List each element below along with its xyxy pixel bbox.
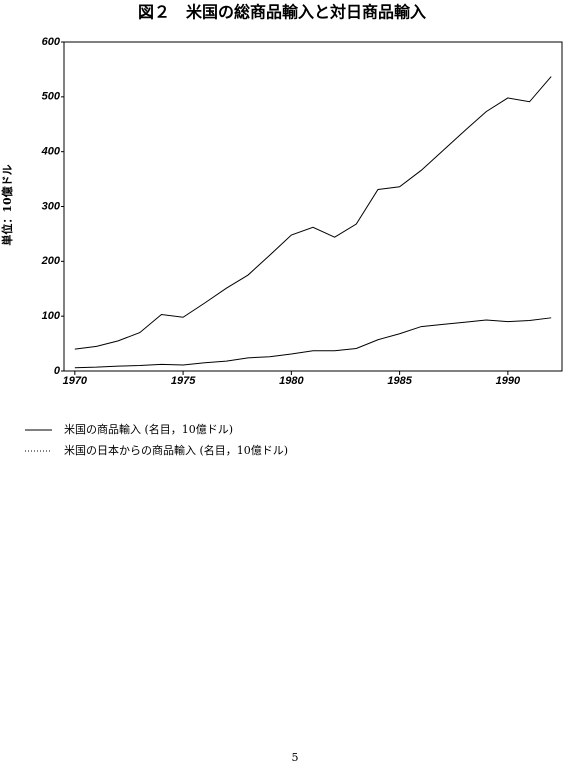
page-number: 5 — [292, 751, 299, 764]
y-tick-label: 200 — [41, 255, 61, 267]
chart-title: 図２ 米国の総商品輸入と対日商品輸入 — [138, 3, 426, 22]
series-line — [74, 76, 552, 350]
y-axis-label: 単位：10億ドル — [0, 164, 14, 245]
x-tick-label: 1980 — [279, 375, 304, 387]
y-tick-label: 600 — [42, 36, 61, 48]
plot-frame — [63, 41, 563, 372]
x-tick-label: 1985 — [387, 375, 412, 387]
y-tick-label: 500 — [42, 91, 61, 103]
y-tick-label: 300 — [42, 200, 61, 212]
x-tick-label: 1975 — [171, 375, 196, 387]
legend-label: 米国の日本からの商品輸入 (名目，10億ドル) — [64, 443, 288, 457]
y-tick-label: 400 — [41, 146, 61, 158]
y-tick-label: 0 — [54, 365, 61, 377]
x-tick-label: 1970 — [63, 375, 88, 387]
legend-label: 米国の商品輸入 (名目，10億ドル) — [64, 422, 233, 436]
series-line — [74, 317, 552, 369]
x-tick-label: 1990 — [496, 375, 521, 387]
y-tick-label: 100 — [42, 310, 61, 322]
